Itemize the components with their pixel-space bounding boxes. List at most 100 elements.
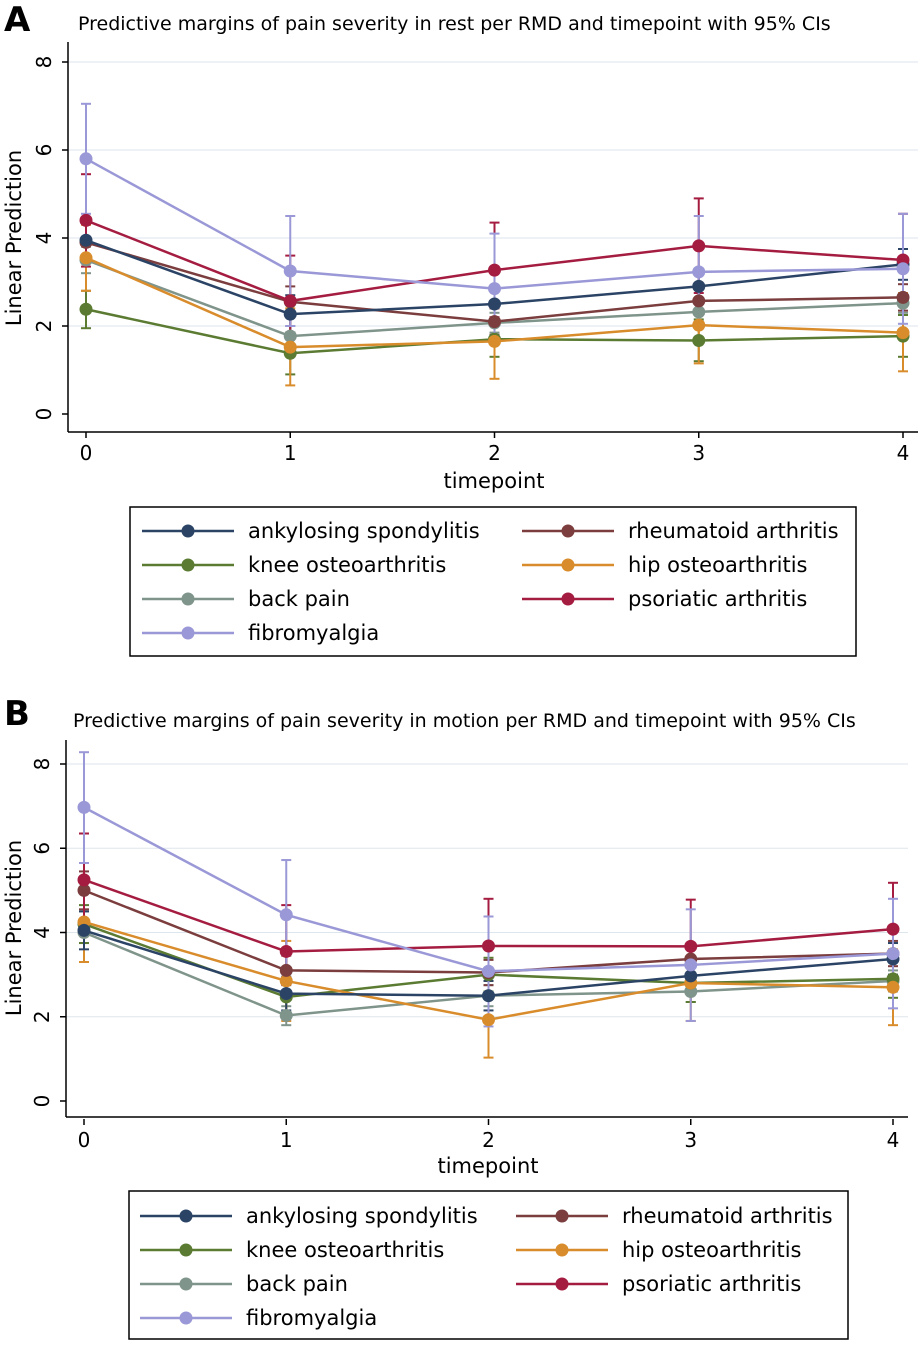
point-rheumatoid-arthritis-2 <box>488 315 501 329</box>
point-fibromyalgia-0 <box>77 800 91 814</box>
point-psoriatic-arthritis-3 <box>684 939 698 953</box>
point-fibromyalgia-4 <box>886 947 900 961</box>
legend-marker-ankylosing-spondylitis <box>181 524 195 538</box>
legend-item-rheumatoid-arthritis: rheumatoid arthritis <box>522 519 839 543</box>
series-group-b <box>77 751 900 1059</box>
legend-item-knee-osteoarthritis: knee osteoarthritis <box>142 553 446 577</box>
point-ankylosing-spondylitis-2 <box>488 297 501 311</box>
legend-item-rheumatoid-arthritis: rheumatoid arthritis <box>516 1204 833 1228</box>
legend-label-back-pain: back pain <box>246 1272 348 1296</box>
legend-item-fibromyalgia: fibromyalgia <box>140 1306 377 1330</box>
point-ankylosing-spondylitis-1 <box>283 307 297 321</box>
legend-marker-hip-osteoarthritis <box>561 558 575 572</box>
legend-item-back-pain: back pain <box>140 1272 348 1296</box>
legend-item-hip-osteoarthritis: hip osteoarthritis <box>522 553 807 577</box>
point-ankylosing-spondylitis-3 <box>684 969 698 983</box>
point-psoriatic-arthritis-2 <box>482 939 495 953</box>
legend-item-psoriatic-arthritis: psoriatic arthritis <box>522 587 807 611</box>
legend-marker-knee-osteoarthritis <box>181 558 195 572</box>
panel-a: A Predictive margins of pain severity in… <box>2 0 918 657</box>
point-back-pain-1 <box>283 329 297 343</box>
x-tick-label-1: 1 <box>280 1128 293 1152</box>
point-ankylosing-spondylitis-0 <box>79 233 93 247</box>
legend-a: ankylosing spondylitis rheumatoid arthrit… <box>142 519 839 645</box>
point-psoriatic-arthritis-4 <box>886 922 900 936</box>
legend-label-ankylosing-spondylitis: ankylosing spondylitis <box>246 1204 478 1228</box>
point-fibromyalgia-1 <box>283 264 297 278</box>
point-fibromyalgia-2 <box>482 964 495 978</box>
point-fibromyalgia-4 <box>896 262 910 276</box>
legend-marker-back-pain <box>179 1277 193 1291</box>
panel-letter-a: A <box>4 0 31 40</box>
point-hip-osteoarthritis-2 <box>488 334 501 348</box>
chart-title-a: Predictive margins of pain severity in r… <box>78 13 831 35</box>
legend-label-knee-osteoarthritis: knee osteoarthritis <box>248 553 446 577</box>
x-axis-title-a: timepoint <box>443 469 544 493</box>
legend-marker-knee-osteoarthritis <box>179 1243 193 1257</box>
x-tick-label-0: 0 <box>80 441 93 465</box>
y-tick-label-0: 0 <box>30 1095 54 1108</box>
legend-marker-psoriatic-arthritis <box>555 1277 569 1291</box>
plot-area-a <box>68 42 918 432</box>
point-fibromyalgia-1 <box>279 908 293 922</box>
legend-label-rheumatoid-arthritis: rheumatoid arthritis <box>628 519 839 543</box>
point-ankylosing-spondylitis-1 <box>279 987 293 1001</box>
legend-item-psoriatic-arthritis: psoriatic arthritis <box>516 1272 801 1296</box>
chart-title-b: Predictive margins of pain severity in m… <box>73 710 856 732</box>
legend-label-back-pain: back pain <box>248 587 350 611</box>
point-knee-osteoarthritis-3 <box>692 334 706 348</box>
y-tick-label-6: 6 <box>30 842 54 855</box>
legend-b: ankylosing spondylitis rheumatoid arthrit… <box>140 1204 833 1330</box>
y-axis-title-b: Linear Prediction <box>2 840 26 1016</box>
legend-label-psoriatic-arthritis: psoriatic arthritis <box>622 1272 801 1296</box>
legend-item-fibromyalgia: fibromyalgia <box>142 621 379 645</box>
point-back-pain-1 <box>279 1008 293 1022</box>
legend-label-rheumatoid-arthritis: rheumatoid arthritis <box>622 1204 833 1228</box>
x-tick-label-0: 0 <box>78 1128 91 1152</box>
point-hip-osteoarthritis-4 <box>896 326 910 340</box>
legend-marker-ankylosing-spondylitis <box>179 1209 193 1223</box>
point-rheumatoid-arthritis-4 <box>896 290 910 304</box>
point-psoriatic-arthritis-3 <box>692 239 706 253</box>
y-tick-label-8: 8 <box>30 758 54 771</box>
legend-item-hip-osteoarthritis: hip osteoarthritis <box>516 1238 801 1262</box>
gridlines-b <box>66 763 908 1018</box>
point-ankylosing-spondylitis-0 <box>77 923 91 937</box>
y-tick-label-2: 2 <box>32 320 56 333</box>
point-hip-osteoarthritis-1 <box>283 340 297 354</box>
legend-label-hip-osteoarthritis: hip osteoarthritis <box>622 1238 801 1262</box>
x-tick-label-3: 3 <box>684 1128 697 1152</box>
legend-marker-rheumatoid-arthritis <box>555 1209 569 1223</box>
y-ticks-b: 0 2 4 6 8 <box>30 758 66 1108</box>
point-psoriatic-arthritis-1 <box>283 294 297 308</box>
y-tick-label-0: 0 <box>32 408 56 421</box>
legend-item-knee-osteoarthritis: knee osteoarthritis <box>140 1238 444 1262</box>
legend-marker-psoriatic-arthritis <box>561 592 575 606</box>
x-tick-label-2: 2 <box>482 1128 495 1152</box>
plot-area-b <box>66 740 908 1117</box>
x-tick-label-1: 1 <box>284 441 297 465</box>
legend-item-ankylosing-spondylitis: ankylosing spondylitis <box>142 519 480 543</box>
point-hip-osteoarthritis-2 <box>482 1013 495 1027</box>
point-fibromyalgia-3 <box>692 265 706 279</box>
legend-label-psoriatic-arthritis: psoriatic arthritis <box>628 587 807 611</box>
legend-marker-fibromyalgia <box>181 626 195 640</box>
point-psoriatic-arthritis-0 <box>77 873 91 887</box>
point-rheumatoid-arthritis-1 <box>279 963 293 977</box>
y-tick-label-4: 4 <box>32 232 56 245</box>
x-ticks-b: 0 1 2 3 4 <box>78 1119 900 1152</box>
point-ankylosing-spondylitis-2 <box>482 989 495 1003</box>
point-rheumatoid-arthritis-3 <box>692 294 706 308</box>
y-ticks-a: 0 2 4 6 8 <box>32 56 68 421</box>
x-ticks-a: 0 1 2 3 4 <box>80 432 909 465</box>
y-axis-title-a: Linear Prediction <box>2 150 26 326</box>
point-knee-osteoarthritis-0 <box>79 302 93 316</box>
y-tick-label-8: 8 <box>32 56 56 69</box>
point-psoriatic-arthritis-1 <box>279 944 293 958</box>
legend-label-ankylosing-spondylitis: ankylosing spondylitis <box>248 519 480 543</box>
x-axis-title-b: timepoint <box>437 1154 538 1178</box>
x-tick-label-4: 4 <box>887 1128 900 1152</box>
legend-label-hip-osteoarthritis: hip osteoarthritis <box>628 553 807 577</box>
y-tick-label-6: 6 <box>32 144 56 157</box>
